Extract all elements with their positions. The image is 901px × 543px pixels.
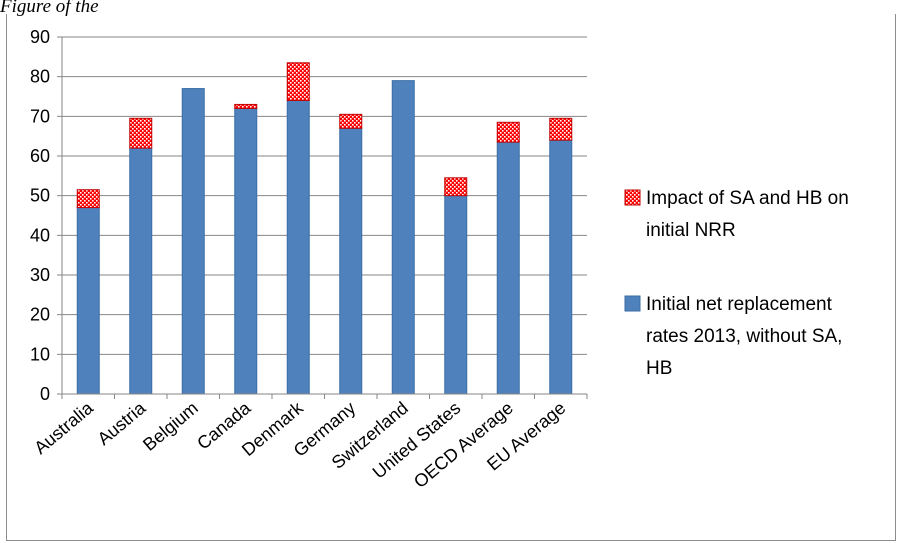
y-tick-label: 50: [30, 186, 50, 206]
legend-label: initial NRR: [646, 220, 736, 241]
bar-segment: [496, 121, 520, 143]
legend-label: rates 2013, without SA,: [646, 326, 842, 347]
bar-segment: [339, 127, 363, 395]
bar-segment: [76, 207, 100, 395]
legend-swatch: [624, 295, 641, 312]
bar-segment: [181, 88, 205, 395]
y-tick-label: 30: [30, 265, 50, 285]
bar-segment: [76, 189, 100, 209]
y-tick-label: 20: [30, 305, 50, 325]
legend: Impact of SA and HB on initial NRR Initial…: [624, 188, 849, 379]
y-tick-label: 60: [30, 146, 50, 166]
x-category-label: Australia: [30, 397, 97, 458]
y-axis-ticks: 0 10 20 30 40 50 60 70 80 90: [30, 27, 62, 404]
bar-segment: [444, 195, 468, 395]
bar-segment: [444, 177, 468, 197]
y-tick-label: 40: [30, 225, 50, 245]
bar-segment: [549, 139, 573, 395]
y-tick-label: 90: [30, 27, 50, 47]
bar-segment: [496, 141, 520, 395]
bar-segment: [129, 147, 153, 395]
legend-label: HB: [646, 358, 672, 379]
axes: [61, 37, 588, 399]
y-tick-label: 70: [30, 106, 50, 126]
bar-segment: [234, 107, 258, 395]
y-tick-label: 10: [30, 344, 50, 364]
x-category-label: Belgium: [139, 398, 202, 455]
legend-swatch: [624, 189, 641, 206]
bar-segment: [391, 80, 415, 395]
legend-label: Impact of SA and HB on: [646, 188, 849, 209]
y-tick-label: 0: [40, 384, 50, 404]
x-axis-labels: AustraliaAustriaBelgiumCanadaDenmarkGerm…: [30, 397, 569, 492]
bar-segment: [234, 103, 258, 109]
legend-label: Initial net replacement: [646, 294, 833, 315]
bar-segment: [549, 117, 573, 141]
bar-segment: [286, 99, 310, 395]
bar-segment: [339, 113, 363, 129]
bars: [76, 62, 573, 395]
figure-caption: Figure of the: [0, 0, 99, 17]
bar-segment: [286, 62, 310, 101]
y-tick-label: 80: [30, 67, 50, 87]
bar-segment: [129, 117, 153, 149]
chart-frame: [6, 14, 896, 541]
